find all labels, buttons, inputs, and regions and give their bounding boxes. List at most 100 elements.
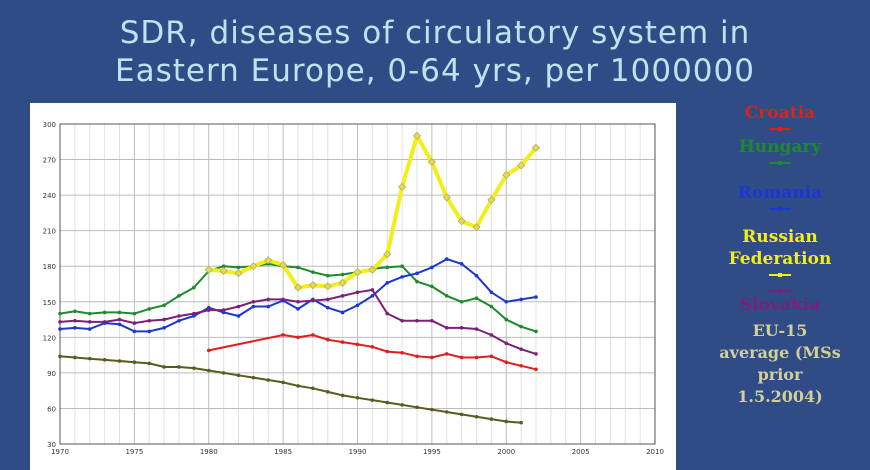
chart-panel: 30 60 90 120 150 180 210 240 270 300 1970 1975 1980 1… xyxy=(30,103,676,470)
data-point-hungary xyxy=(102,310,107,315)
data-point-hungary xyxy=(311,270,315,274)
data-point-croatia xyxy=(206,348,211,353)
data-point-croatia xyxy=(415,354,419,359)
data-point-croatia xyxy=(534,367,538,372)
data-point-eu-15-average-mss-prior-1-5-2004 xyxy=(87,356,92,361)
data-point-romania xyxy=(251,304,256,309)
data-point-slovakia xyxy=(489,333,494,337)
legend-entry-croatia: Croatia xyxy=(690,102,870,132)
data-point-croatia xyxy=(281,333,285,337)
data-point-hungary xyxy=(340,272,345,277)
data-point-slovakia xyxy=(281,297,285,302)
x-tick-label: 1995 xyxy=(423,448,441,456)
data-point-slovakia xyxy=(87,320,92,324)
data-point-romania xyxy=(504,299,509,304)
data-point-slovakia xyxy=(147,318,152,323)
data-point-russian-federation xyxy=(219,266,228,276)
data-point-romania xyxy=(489,290,494,295)
data-point-romania xyxy=(459,262,464,266)
data-point-eu-15-average-mss-prior-1-5-2004 xyxy=(415,405,419,410)
data-point-romania xyxy=(340,310,345,315)
data-point-slovakia xyxy=(192,311,196,316)
data-point-slovakia xyxy=(236,304,241,309)
y-tick-label: 30 xyxy=(47,441,56,449)
x-tick-label: 2005 xyxy=(572,448,590,456)
data-point-croatia xyxy=(489,354,494,359)
data-point-eu-15-average-mss-prior-1-5-2004 xyxy=(355,395,360,400)
data-point-croatia xyxy=(370,345,375,349)
data-point-hungary xyxy=(444,294,449,298)
data-point-hungary xyxy=(385,265,390,270)
data-point-slovakia xyxy=(206,308,211,312)
data-point-hungary xyxy=(177,294,181,298)
data-point-slovakia xyxy=(400,318,404,323)
data-point-eu-15-average-mss-prior-1-5-2004 xyxy=(504,419,509,424)
data-point-romania xyxy=(162,326,166,330)
legend-label-hungary: Hungary xyxy=(738,137,822,157)
legend-entry-russian-federation: Russian Federation xyxy=(690,226,870,278)
data-point-romania xyxy=(400,275,404,279)
legend-label-eu15-4: 1.5.2004) xyxy=(737,387,823,406)
y-tick-label: 270 xyxy=(43,157,56,165)
legend-label-croatia: Croatia xyxy=(744,103,816,123)
data-point-slovakia xyxy=(474,327,479,331)
legend-label-slovakia: Slovakia xyxy=(739,295,821,315)
data-point-romania xyxy=(370,294,375,298)
slide-title-line-2: Eastern Europe, 0-64 yrs, per 1000000 xyxy=(115,53,755,89)
data-point-slovakia xyxy=(266,297,271,302)
data-point-eu-15-average-mss-prior-1-5-2004 xyxy=(117,359,122,363)
data-point-romania xyxy=(519,297,523,302)
data-point-eu-15-average-mss-prior-1-5-2004 xyxy=(132,360,137,365)
data-point-slovakia xyxy=(132,321,137,325)
y-tick-label: 300 xyxy=(43,121,56,129)
data-point-romania xyxy=(58,327,62,331)
data-point-romania xyxy=(147,329,152,334)
data-point-eu-15-average-mss-prior-1-5-2004 xyxy=(489,417,494,421)
legend-label-eu15-1: EU-15 xyxy=(752,321,808,340)
data-point-russian-federation xyxy=(249,262,258,271)
legend-swatch-hungary xyxy=(769,160,791,166)
data-point-eu-15-average-mss-prior-1-5-2004 xyxy=(281,380,285,385)
data-point-slovakia xyxy=(340,294,345,298)
data-point-hungary xyxy=(58,311,62,316)
data-point-romania xyxy=(132,329,137,334)
data-point-croatia xyxy=(474,355,479,360)
data-point-eu-15-average-mss-prior-1-5-2004 xyxy=(192,366,196,370)
y-tick-label: 210 xyxy=(43,228,56,236)
data-point-russian-federation xyxy=(368,265,377,274)
data-point-romania xyxy=(430,265,434,270)
data-point-romania xyxy=(355,303,360,308)
data-point-croatia xyxy=(355,342,360,347)
data-point-russian-federation xyxy=(517,161,526,170)
data-point-hungary xyxy=(504,317,509,322)
data-point-russian-federation xyxy=(412,131,422,140)
data-point-eu-15-average-mss-prior-1-5-2004 xyxy=(370,398,375,402)
data-point-croatia xyxy=(444,352,449,356)
data-point-hungary xyxy=(519,324,523,329)
data-point-slovakia xyxy=(221,308,226,312)
data-point-slovakia xyxy=(459,326,464,330)
data-point-hungary xyxy=(132,311,137,316)
data-point-russian-federation xyxy=(457,217,466,226)
data-point-croatia xyxy=(385,349,390,354)
x-tick-label: 2010 xyxy=(646,448,664,456)
data-point-slovakia xyxy=(355,290,360,295)
data-point-romania xyxy=(266,304,271,309)
data-point-eu-15-average-mss-prior-1-5-2004 xyxy=(325,390,330,394)
data-point-russian-federation xyxy=(279,260,288,270)
data-point-romania xyxy=(87,327,92,331)
legend-label-romania: Romania xyxy=(737,183,823,203)
series-line-eu-15-average-mss-prior-1-5-2004 xyxy=(59,355,522,424)
data-point-slovakia xyxy=(102,320,107,324)
data-point-slovakia xyxy=(325,297,330,302)
data-point-slovakia xyxy=(58,320,62,324)
slide-title-line-1: SDR, diseases of circulatory system in xyxy=(119,15,751,51)
legend-entry-romania: Romania xyxy=(690,182,870,212)
data-point-hungary xyxy=(325,273,330,278)
data-point-eu-15-average-mss-prior-1-5-2004 xyxy=(519,420,523,425)
legend-entry-slovakia: Slovakia xyxy=(690,286,870,316)
data-point-russian-federation xyxy=(308,281,317,290)
data-point-hungary xyxy=(236,265,241,270)
legend-swatch-romania xyxy=(769,206,791,212)
y-tick-label: 240 xyxy=(43,192,56,200)
